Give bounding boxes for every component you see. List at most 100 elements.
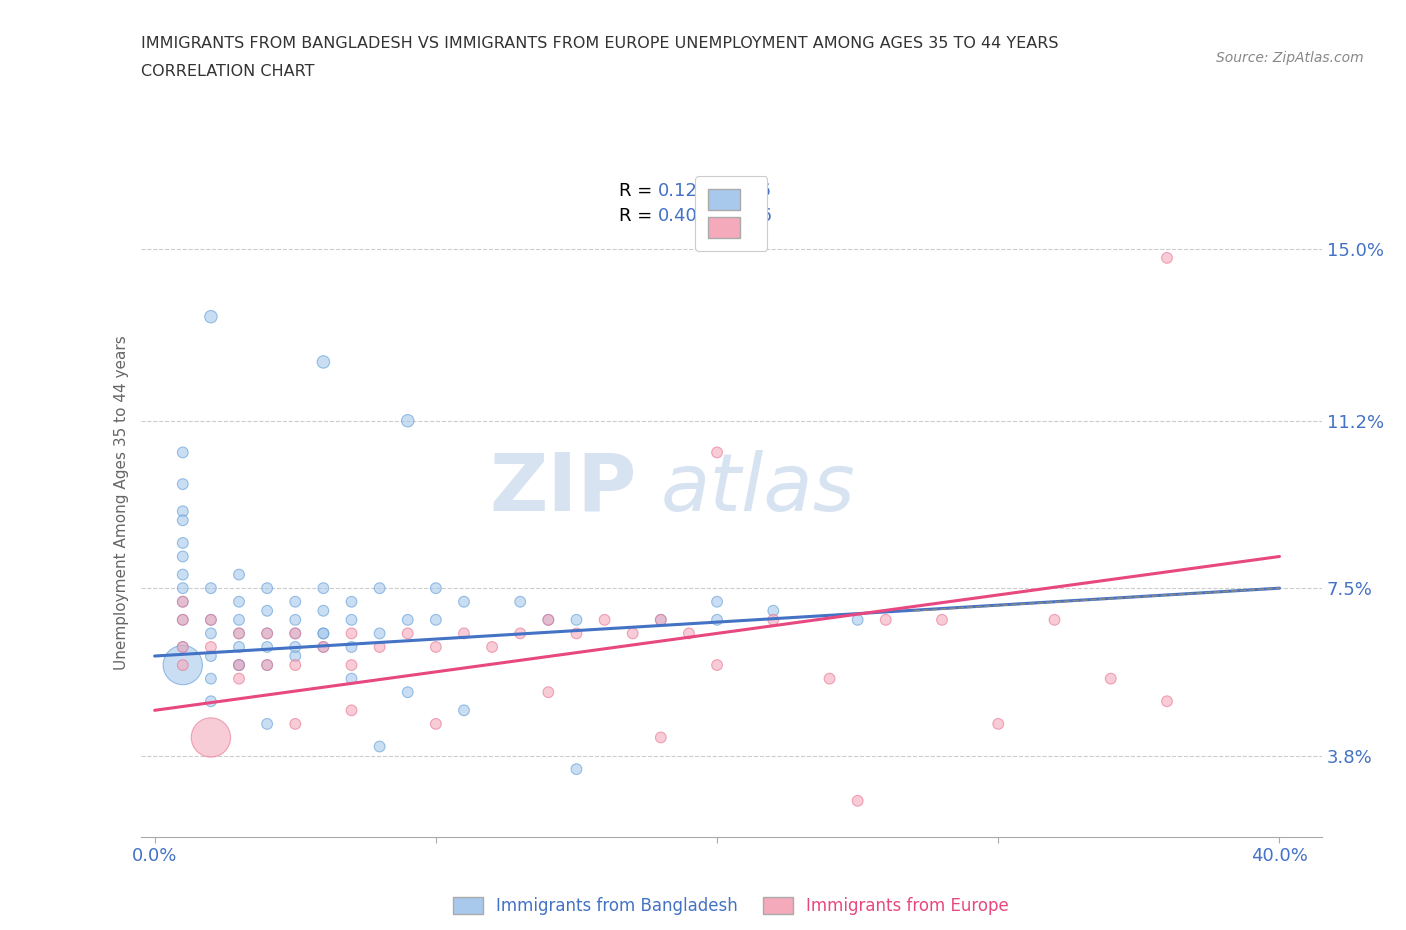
Point: [312, 580, 335, 595]
Point: [256, 716, 278, 731]
Point: [284, 640, 307, 655]
Point: [200, 648, 222, 663]
Text: R =: R =: [619, 182, 658, 200]
Point: [256, 658, 278, 672]
Point: [172, 512, 194, 527]
Point: [368, 580, 391, 595]
Point: [565, 612, 588, 627]
Point: [706, 445, 728, 459]
Point: [200, 730, 222, 745]
Point: [762, 604, 785, 618]
Point: [340, 626, 363, 641]
Point: [312, 354, 335, 369]
Point: [1156, 694, 1178, 709]
Point: [565, 626, 588, 641]
Point: [340, 640, 363, 655]
Point: [200, 640, 222, 655]
Point: [200, 671, 222, 686]
Point: [284, 658, 307, 672]
Point: [368, 626, 391, 641]
Point: [200, 580, 222, 595]
Y-axis label: Unemployment Among Ages 35 to 44 years: Unemployment Among Ages 35 to 44 years: [114, 335, 129, 670]
Point: [537, 612, 560, 627]
Text: 46: 46: [749, 207, 772, 225]
Point: [172, 612, 194, 627]
Point: [818, 671, 841, 686]
Point: [256, 580, 278, 595]
Point: [312, 604, 335, 618]
Point: [650, 612, 672, 627]
Point: [425, 716, 447, 731]
Point: [284, 716, 307, 731]
Point: [228, 658, 250, 672]
Point: [340, 703, 363, 718]
Point: [228, 626, 250, 641]
Point: [256, 626, 278, 641]
Point: [172, 580, 194, 595]
Point: [256, 604, 278, 618]
Text: IMMIGRANTS FROM BANGLADESH VS IMMIGRANTS FROM EUROPE UNEMPLOYMENT AMONG AGES 35 : IMMIGRANTS FROM BANGLADESH VS IMMIGRANTS…: [141, 36, 1059, 51]
Point: [875, 612, 897, 627]
Point: [650, 612, 672, 627]
Point: [846, 793, 869, 808]
Point: [396, 684, 419, 699]
Point: [172, 549, 194, 564]
Point: [172, 612, 194, 627]
Point: [228, 594, 250, 609]
Point: [481, 640, 503, 655]
Point: [312, 640, 335, 655]
Point: [537, 684, 560, 699]
Point: [931, 612, 953, 627]
Point: [425, 612, 447, 627]
Point: [228, 658, 250, 672]
Point: [340, 671, 363, 686]
Point: [650, 730, 672, 745]
Point: [987, 716, 1010, 731]
Point: [706, 594, 728, 609]
Point: [762, 612, 785, 627]
Text: atlas: atlas: [661, 450, 855, 528]
Point: [200, 612, 222, 627]
Text: ZIP: ZIP: [489, 450, 637, 528]
Point: [228, 640, 250, 655]
Point: [172, 477, 194, 492]
Point: [228, 671, 250, 686]
Point: [256, 658, 278, 672]
Text: N =: N =: [717, 182, 756, 200]
Point: [312, 640, 335, 655]
Point: [284, 594, 307, 609]
Point: [593, 612, 616, 627]
Point: [228, 567, 250, 582]
Point: [172, 658, 194, 672]
Point: [368, 739, 391, 754]
Point: [172, 567, 194, 582]
Point: [340, 594, 363, 609]
Text: CORRELATION CHART: CORRELATION CHART: [141, 64, 314, 79]
Point: [228, 626, 250, 641]
Legend: , : ,: [695, 177, 768, 251]
Point: [678, 626, 700, 641]
Point: [396, 612, 419, 627]
Text: Source: ZipAtlas.com: Source: ZipAtlas.com: [1216, 51, 1364, 65]
Point: [537, 612, 560, 627]
Text: 0.403: 0.403: [658, 207, 709, 225]
Point: [509, 594, 531, 609]
Point: [172, 594, 194, 609]
Point: [256, 626, 278, 641]
Point: [1043, 612, 1066, 627]
Point: [706, 612, 728, 627]
Point: [565, 762, 588, 777]
Point: [1099, 671, 1122, 686]
Point: [256, 640, 278, 655]
Point: [172, 536, 194, 551]
Point: [453, 703, 475, 718]
Point: [172, 658, 194, 672]
Point: [228, 658, 250, 672]
Point: [284, 626, 307, 641]
Point: [172, 640, 194, 655]
Point: [284, 626, 307, 641]
Point: [200, 310, 222, 325]
Text: R =: R =: [619, 207, 658, 225]
Point: [621, 626, 644, 641]
Text: 66: 66: [749, 182, 772, 200]
